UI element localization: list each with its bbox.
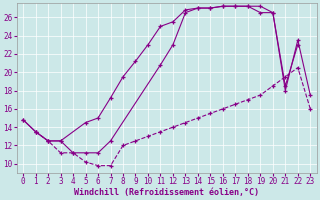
- X-axis label: Windchill (Refroidissement éolien,°C): Windchill (Refroidissement éolien,°C): [74, 188, 259, 197]
